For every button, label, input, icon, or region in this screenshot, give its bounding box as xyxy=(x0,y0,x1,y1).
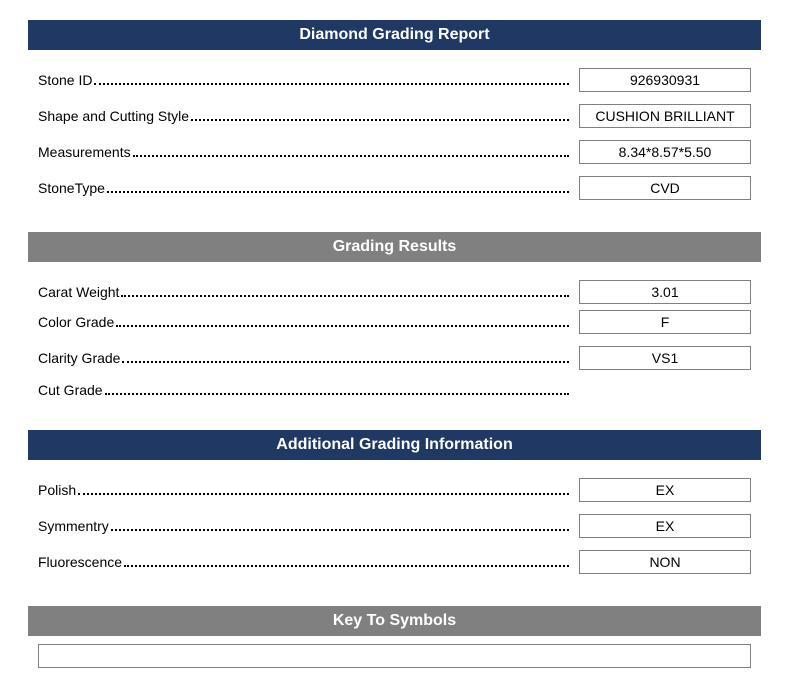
label-col: Carat Weight xyxy=(38,284,579,300)
row-clarity: Clarity Grade VS1 xyxy=(38,346,751,370)
label-stone-id: Stone ID xyxy=(38,72,92,88)
value-col: NON xyxy=(579,550,751,574)
label-col: Fluorescence xyxy=(38,554,579,570)
label-col: StoneType xyxy=(38,180,579,196)
value-col: F xyxy=(579,310,751,334)
label-symmetry: Symmentry xyxy=(38,518,109,534)
value-symmetry: EX xyxy=(579,514,751,538)
label-measurements: Measurements xyxy=(38,144,131,160)
leader-dots xyxy=(78,485,569,495)
value-col: CUSHION BRILLIANT xyxy=(579,104,751,128)
label-col: Clarity Grade xyxy=(38,350,579,366)
row-shape: Shape and Cutting Style CUSHION BRILLIAN… xyxy=(38,104,751,128)
row-cut: Cut Grade xyxy=(38,382,751,398)
value-stone-id: 926930931 xyxy=(579,68,751,92)
value-col: 3.01 xyxy=(579,280,751,304)
value-polish: EX xyxy=(579,478,751,502)
section-body-additional: Polish EX Symmentry EX Fluorescence NON xyxy=(28,460,761,596)
row-polish: Polish EX xyxy=(38,478,751,502)
leader-dots xyxy=(124,557,569,567)
leader-dots xyxy=(191,111,569,121)
row-symmetry: Symmentry EX xyxy=(38,514,751,538)
symbols-empty-box xyxy=(38,644,751,668)
label-color: Color Grade xyxy=(38,314,114,330)
leader-dots xyxy=(94,75,569,85)
label-fluorescence: Fluorescence xyxy=(38,554,122,570)
value-measurements: 8.34*8.57*5.50 xyxy=(579,140,751,164)
label-cut: Cut Grade xyxy=(38,382,103,398)
label-carat: Carat Weight xyxy=(38,284,119,300)
value-col: VS1 xyxy=(579,346,751,370)
label-col: Polish xyxy=(38,482,579,498)
leader-dots xyxy=(107,183,569,193)
row-stonetype: StoneType CVD xyxy=(38,176,751,200)
value-carat: 3.01 xyxy=(579,280,751,304)
leader-dots xyxy=(111,521,569,531)
row-color: Color Grade F xyxy=(38,310,751,334)
section-header-grading: Grading Results xyxy=(28,232,761,262)
label-col: Cut Grade xyxy=(38,382,579,398)
section-body-symbols xyxy=(28,644,761,668)
value-col: EX xyxy=(579,478,751,502)
label-col: Measurements xyxy=(38,144,579,160)
row-stone-id: Stone ID 926930931 xyxy=(38,68,751,92)
leader-dots xyxy=(116,317,569,327)
value-shape: CUSHION BRILLIANT xyxy=(579,104,751,128)
section-header-symbols: Key To Symbols xyxy=(28,606,761,636)
leader-dots xyxy=(122,353,569,363)
section-header-additional: Additional Grading Information xyxy=(28,430,761,460)
label-col: Stone ID xyxy=(38,72,579,88)
label-col: Shape and Cutting Style xyxy=(38,108,579,124)
value-col: 926930931 xyxy=(579,68,751,92)
label-clarity: Clarity Grade xyxy=(38,350,120,366)
label-col: Symmentry xyxy=(38,518,579,534)
section-body-grading: Carat Weight 3.01 Color Grade F Clarity … xyxy=(28,262,761,420)
value-clarity: VS1 xyxy=(579,346,751,370)
row-fluorescence: Fluorescence NON xyxy=(38,550,751,574)
label-shape: Shape and Cutting Style xyxy=(38,108,189,124)
value-fluorescence: NON xyxy=(579,550,751,574)
label-stonetype: StoneType xyxy=(38,180,105,196)
section-body-report: Stone ID 926930931 Shape and Cutting Sty… xyxy=(28,50,761,222)
label-polish: Polish xyxy=(38,482,76,498)
value-col: 8.34*8.57*5.50 xyxy=(579,140,751,164)
value-color: F xyxy=(579,310,751,334)
leader-dots xyxy=(121,287,569,297)
section-header-report: Diamond Grading Report xyxy=(28,20,761,50)
leader-dots xyxy=(105,385,569,395)
value-col: CVD xyxy=(579,176,751,200)
value-col: EX xyxy=(579,514,751,538)
label-col: Color Grade xyxy=(38,314,579,330)
leader-dots xyxy=(133,147,569,157)
row-carat: Carat Weight 3.01 xyxy=(38,280,751,304)
value-stonetype: CVD xyxy=(579,176,751,200)
row-measurements: Measurements 8.34*8.57*5.50 xyxy=(38,140,751,164)
